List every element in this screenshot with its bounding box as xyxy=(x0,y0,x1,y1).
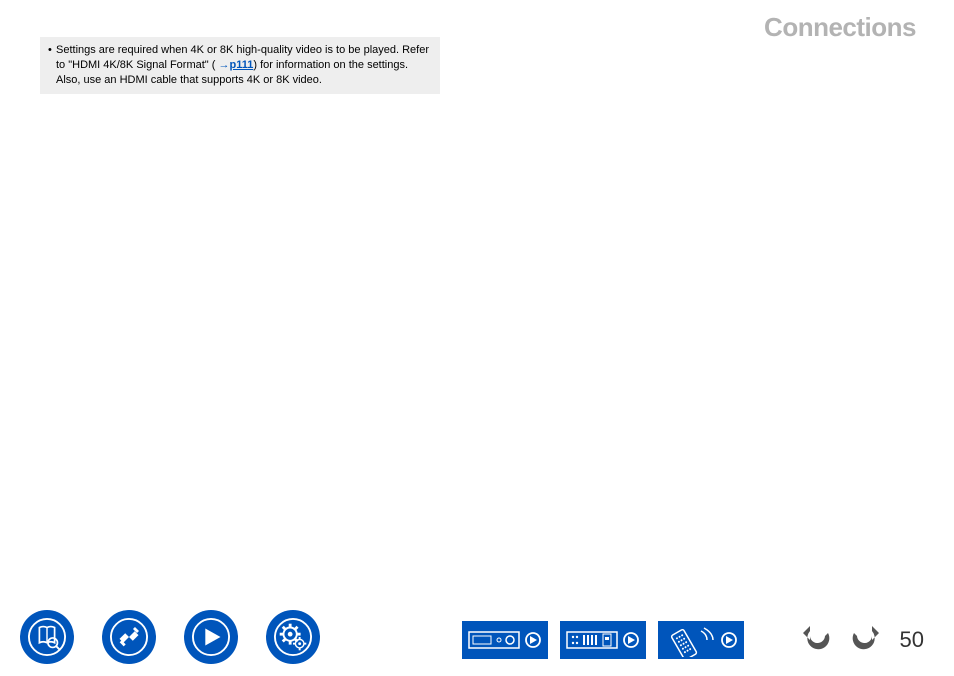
manual-icon xyxy=(28,618,66,656)
page-link-p111[interactable]: p111 xyxy=(229,59,253,71)
settings-icon xyxy=(274,618,312,656)
manual-button[interactable] xyxy=(20,610,74,664)
bullet-point: • xyxy=(48,43,52,58)
connections-button[interactable] xyxy=(102,610,156,664)
rear-panel-button[interactable] xyxy=(560,621,646,659)
front-panel-button[interactable] xyxy=(462,621,548,659)
rect-icon-group xyxy=(462,621,744,659)
page-navigation: 50 xyxy=(800,622,924,658)
info-note: • Settings are required when 4K or 8K hi… xyxy=(40,37,440,94)
remote-icon xyxy=(661,623,741,657)
prev-page-button[interactable] xyxy=(800,622,836,658)
rear-panel-icon xyxy=(563,623,643,657)
remote-button[interactable] xyxy=(658,621,744,659)
settings-button[interactable] xyxy=(266,610,320,664)
circle-icon-group xyxy=(20,610,320,664)
redo-arrow-icon xyxy=(847,623,881,657)
page-number: 50 xyxy=(900,627,924,653)
play-icon xyxy=(192,618,230,656)
next-page-button[interactable] xyxy=(846,622,882,658)
section-title: Connections xyxy=(764,12,916,43)
undo-arrow-icon xyxy=(801,623,835,657)
play-button[interactable] xyxy=(184,610,238,664)
connections-icon xyxy=(110,618,148,656)
footer-navigation: 50 xyxy=(0,600,954,676)
link-arrow: → xyxy=(218,59,229,71)
front-panel-icon xyxy=(465,623,545,657)
